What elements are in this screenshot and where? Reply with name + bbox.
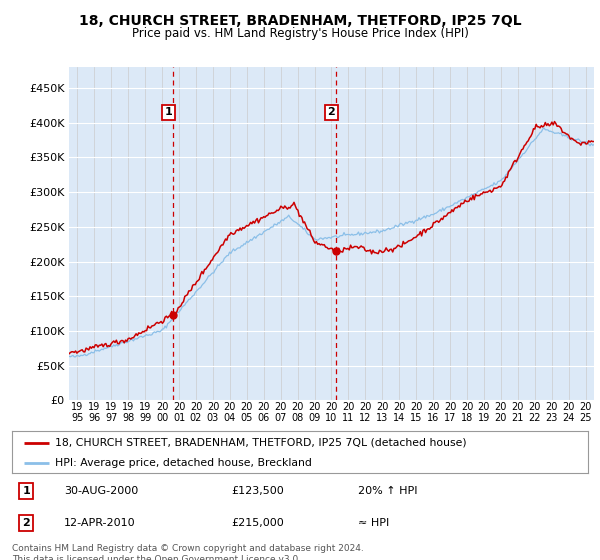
Text: Price paid vs. HM Land Registry's House Price Index (HPI): Price paid vs. HM Land Registry's House … bbox=[131, 27, 469, 40]
Text: 30-AUG-2000: 30-AUG-2000 bbox=[64, 486, 138, 496]
Text: 2: 2 bbox=[327, 108, 335, 118]
Text: 2: 2 bbox=[23, 518, 30, 528]
Text: 20% ↑ HPI: 20% ↑ HPI bbox=[358, 486, 417, 496]
Text: Contains HM Land Registry data © Crown copyright and database right 2024.
This d: Contains HM Land Registry data © Crown c… bbox=[12, 544, 364, 560]
Text: 1: 1 bbox=[23, 486, 30, 496]
Text: HPI: Average price, detached house, Breckland: HPI: Average price, detached house, Brec… bbox=[55, 458, 312, 468]
Text: 18, CHURCH STREET, BRADENHAM, THETFORD, IP25 7QL: 18, CHURCH STREET, BRADENHAM, THETFORD, … bbox=[79, 14, 521, 28]
Text: £215,000: £215,000 bbox=[231, 518, 284, 528]
Text: 18, CHURCH STREET, BRADENHAM, THETFORD, IP25 7QL (detached house): 18, CHURCH STREET, BRADENHAM, THETFORD, … bbox=[55, 438, 467, 448]
Text: ≈ HPI: ≈ HPI bbox=[358, 518, 389, 528]
Text: 12-APR-2010: 12-APR-2010 bbox=[64, 518, 136, 528]
Text: 1: 1 bbox=[164, 108, 172, 118]
Text: £123,500: £123,500 bbox=[231, 486, 284, 496]
